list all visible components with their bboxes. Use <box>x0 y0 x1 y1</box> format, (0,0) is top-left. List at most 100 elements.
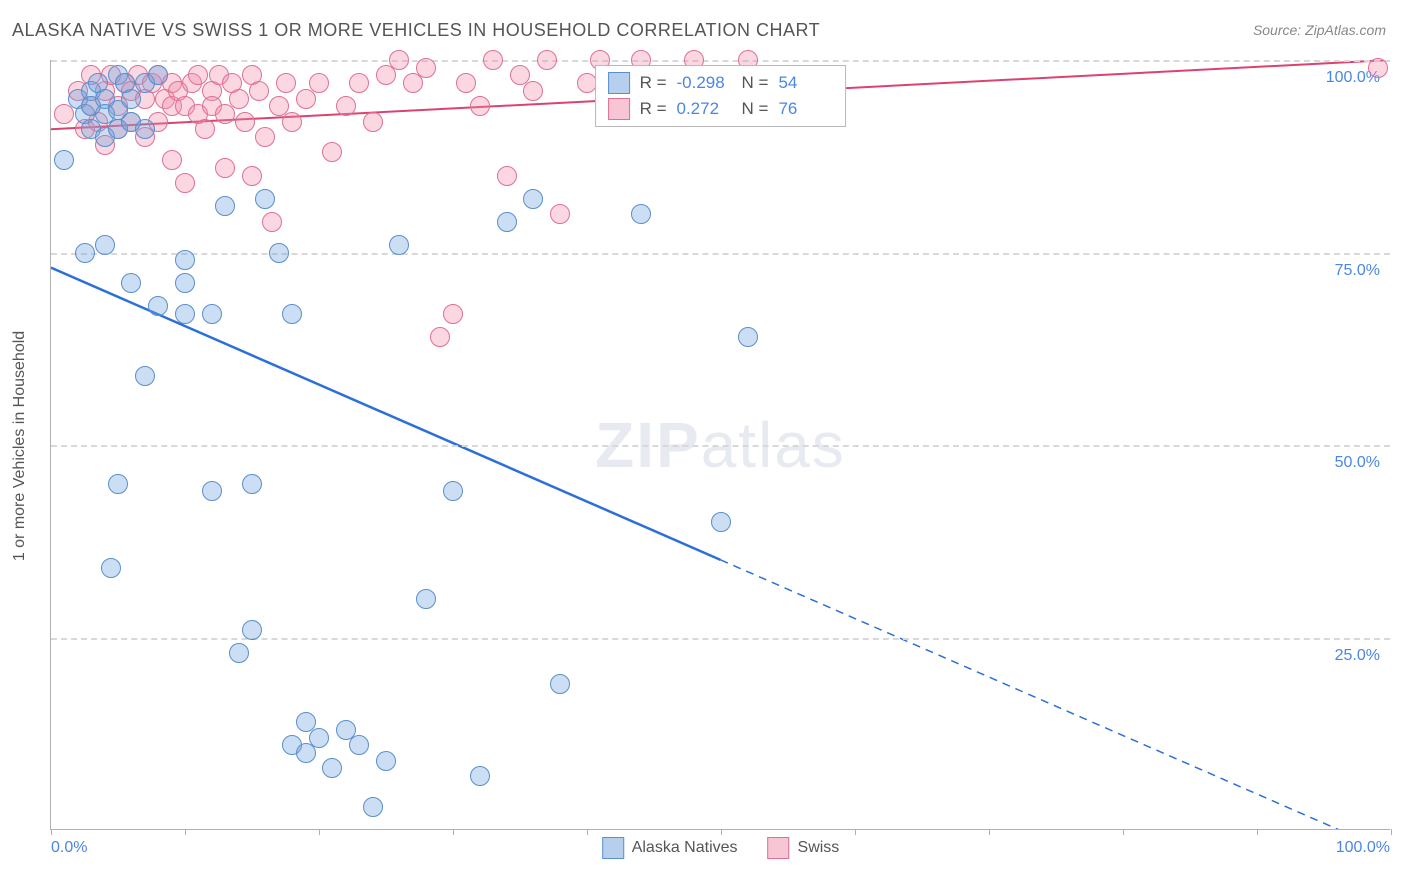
data-point <box>470 96 490 116</box>
data-point <box>497 212 517 232</box>
data-point <box>242 166 262 186</box>
data-point <box>202 304 222 324</box>
data-point <box>255 127 275 147</box>
bottom-legend: Alaska Natives Swiss <box>602 837 840 859</box>
data-point <box>135 366 155 386</box>
plot-area: ZIPatlas 25.0%50.0%75.0%100.0% 0.0%100.0… <box>50 60 1390 830</box>
data-point <box>738 327 758 347</box>
data-point <box>255 189 275 209</box>
data-point <box>54 150 74 170</box>
x-tick <box>1123 829 1124 835</box>
data-point <box>443 304 463 324</box>
data-point <box>470 766 490 786</box>
data-point <box>175 250 195 270</box>
x-tick <box>1257 829 1258 835</box>
data-point <box>497 166 517 186</box>
chart-title: ALASKA NATIVE VS SWISS 1 OR MORE VEHICLE… <box>12 20 820 41</box>
x-tick <box>1391 829 1392 835</box>
data-point <box>711 512 731 532</box>
r-value: -0.298 <box>677 73 732 93</box>
data-point <box>349 735 369 755</box>
x-tick <box>855 829 856 835</box>
data-point <box>75 243 95 263</box>
data-point <box>215 196 235 216</box>
r-value: 0.272 <box>677 99 732 119</box>
gridline <box>51 445 1390 447</box>
data-point <box>416 58 436 78</box>
data-point <box>108 474 128 494</box>
data-point <box>175 173 195 193</box>
data-point <box>389 50 409 70</box>
data-point <box>249 81 269 101</box>
data-point <box>537 50 557 70</box>
legend-item: Swiss <box>768 837 840 859</box>
x-tick <box>185 829 186 835</box>
data-point <box>363 112 383 132</box>
stats-row: R = 0.272 N = 76 <box>596 96 846 122</box>
data-point <box>430 327 450 347</box>
legend-swatch <box>608 98 630 120</box>
data-point <box>550 674 570 694</box>
data-point <box>322 142 342 162</box>
data-point <box>363 797 383 817</box>
data-point <box>162 150 182 170</box>
legend-swatch <box>608 72 630 94</box>
gridline <box>51 60 1390 62</box>
data-point <box>282 112 302 132</box>
x-tick <box>587 829 588 835</box>
data-point <box>276 73 296 93</box>
data-point <box>550 204 570 224</box>
data-point <box>523 189 543 209</box>
x-tick <box>989 829 990 835</box>
data-point <box>121 273 141 293</box>
data-point <box>229 643 249 663</box>
legend-label: Swiss <box>798 839 840 857</box>
legend-swatch <box>602 837 624 859</box>
data-point <box>1368 58 1388 78</box>
data-point <box>95 235 115 255</box>
data-point <box>309 73 329 93</box>
n-value: 76 <box>778 99 833 119</box>
legend-label: Alaska Natives <box>632 839 738 857</box>
data-point <box>523 81 543 101</box>
data-point <box>235 112 255 132</box>
data-point <box>242 474 262 494</box>
data-point <box>148 296 168 316</box>
source-attribution: Source: ZipAtlas.com <box>1253 22 1386 38</box>
data-point <box>456 73 476 93</box>
data-point <box>443 481 463 501</box>
data-point <box>195 119 215 139</box>
y-tick-label: 25.0% <box>1335 647 1380 665</box>
n-label: N = <box>742 73 769 93</box>
n-label: N = <box>742 99 769 119</box>
data-point <box>175 273 195 293</box>
data-point <box>148 65 168 85</box>
data-point <box>269 243 289 263</box>
data-point <box>631 204 651 224</box>
x-tick-label: 100.0% <box>1336 839 1390 857</box>
data-point <box>389 235 409 255</box>
data-point <box>215 158 235 178</box>
data-point <box>282 304 302 324</box>
y-axis-label: 1 or more Vehicles in Household <box>11 331 29 561</box>
legend-swatch <box>768 837 790 859</box>
data-point <box>202 481 222 501</box>
data-point <box>135 119 155 139</box>
gridline <box>51 253 1390 255</box>
y-tick-label: 50.0% <box>1335 454 1380 472</box>
x-tick <box>51 829 52 835</box>
n-value: 54 <box>778 73 833 93</box>
x-tick <box>721 829 722 835</box>
data-point <box>376 751 396 771</box>
data-point <box>483 50 503 70</box>
data-point <box>175 304 195 324</box>
r-label: R = <box>640 99 667 119</box>
data-point <box>242 620 262 640</box>
y-tick-label: 75.0% <box>1335 262 1380 280</box>
data-point <box>322 758 342 778</box>
stats-legend: R = -0.298 N = 54 R = 0.272 N = 76 <box>595 65 847 127</box>
legend-item: Alaska Natives <box>602 837 738 859</box>
stats-row: R =-0.298N =54 <box>596 70 846 96</box>
data-point <box>349 73 369 93</box>
data-point <box>262 212 282 232</box>
